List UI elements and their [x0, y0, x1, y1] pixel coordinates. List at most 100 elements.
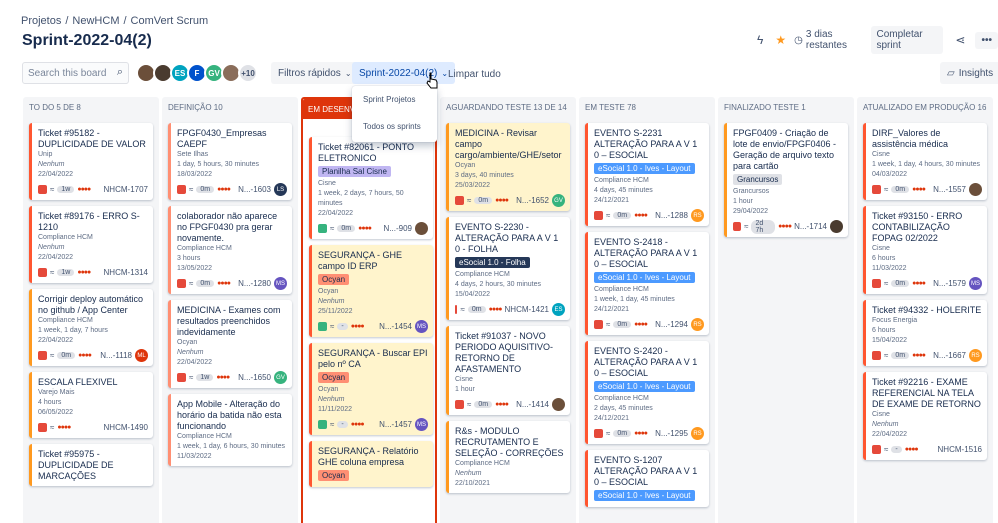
card-title: EVENTO S-1207 ALTERAÇÃO PARA A V 1 0 – E…: [594, 455, 698, 487]
assignee-avatar[interactable]: ES: [552, 303, 565, 316]
card-date: 24/12/2021: [594, 415, 630, 422]
assignee-avatar[interactable]: RS: [691, 209, 704, 222]
issue-key[interactable]: N...-1652: [516, 196, 549, 205]
issue-key[interactable]: N...-1667: [933, 351, 966, 360]
issue-type-icon: [38, 185, 47, 194]
issue-key[interactable]: NHCM-1707: [103, 185, 148, 194]
dropdown-item[interactable]: Sprint Projetos: [363, 95, 416, 104]
lightning-icon[interactable]: ϟ: [757, 33, 764, 47]
issue-card[interactable]: Ticket #82061 - PONTO ELETRONICO Planilha…: [309, 137, 433, 239]
progress-dots-icon: ●●●●: [217, 186, 231, 193]
issue-card[interactable]: Ticket #89176 - ERRO S-1210 Compliance HC…: [29, 206, 153, 283]
issue-card[interactable]: MEDICINA - Revisar campo cargo/ambiente/…: [446, 123, 570, 211]
issue-card[interactable]: EVENTO S-2418 - ALTERAÇÃO PARA A V 1 0 –…: [585, 232, 709, 335]
issue-key[interactable]: N...-1414: [516, 400, 549, 409]
issue-key[interactable]: N...-1295: [655, 429, 688, 438]
issue-card[interactable]: Ticket #94332 - HOLERITE Focus Energia 6 h…: [863, 300, 987, 366]
issue-card[interactable]: Ticket #95182 - DUPLICIDADE DE VALOR Unip…: [29, 123, 153, 200]
issue-key[interactable]: NHCM-1421: [504, 305, 549, 314]
insights-button[interactable]: ▱ Insights: [940, 62, 998, 84]
issue-key[interactable]: NHCM-1490: [103, 423, 148, 432]
assignee-avatar[interactable]: [552, 398, 565, 411]
issue-key[interactable]: N...-1457: [379, 420, 412, 429]
assignee-avatar[interactable]: RS: [691, 427, 704, 440]
issue-key[interactable]: NHCM-1314: [103, 268, 148, 277]
assignee-avatar[interactable]: GV: [552, 194, 565, 207]
priority-icon: ≈: [606, 211, 611, 220]
dropdown-item[interactable]: Todos os sprints: [363, 122, 421, 131]
search-input[interactable]: Search this board ⌕: [22, 62, 129, 84]
assignee-avatar[interactable]: RS: [691, 318, 704, 331]
more-icon[interactable]: •••: [975, 31, 998, 49]
assignee-avatar[interactable]: [969, 183, 982, 196]
issue-card[interactable]: Corrigir deploy automático no github / A…: [29, 289, 153, 366]
issue-card[interactable]: Ticket #91037 - NOVO PERIODO AQUISITIVO-…: [446, 326, 570, 415]
assignee-avatar[interactable]: LS: [274, 183, 287, 196]
assignee-avatar[interactable]: [415, 222, 428, 235]
assignee-avatar[interactable]: [830, 220, 843, 233]
issue-card[interactable]: EVENTO S-2420 - ALTERAÇÃO PARA A V 1 0 –…: [585, 341, 709, 444]
card-title: MEDICINA - Exames com resultados preench…: [177, 305, 281, 337]
star-icon[interactable]: ★: [775, 33, 787, 47]
issue-card[interactable]: EVENTO S-2230 - ALTERAÇÃO PARA A V 1 0 -…: [446, 217, 570, 320]
search-placeholder: Search this board: [28, 68, 107, 79]
issue-card[interactable]: colaborador não aparece no FPGF0430 pra …: [168, 206, 292, 294]
issue-key[interactable]: N...-1118: [100, 351, 132, 360]
breadcrumb-item[interactable]: ComVert Scrum: [130, 15, 209, 27]
breadcrumb-item[interactable]: Projetos: [21, 15, 62, 27]
quick-filters-button[interactable]: Filtros rápidos ⌄: [271, 62, 359, 84]
card-label: eSocial 1.0 - Ives - Layout: [594, 381, 695, 392]
assignee-avatar[interactable]: MS: [415, 320, 428, 333]
share-icon[interactable]: ⋖: [955, 33, 966, 47]
issue-card[interactable]: DIRF_Valores de assistência médica Cisne 1…: [863, 123, 987, 200]
assignee-avatar[interactable]: GV: [274, 371, 287, 384]
issue-card[interactable]: FPGF0430_Empresas CAEPF Sete Ilhas 1 day, …: [168, 123, 292, 200]
issue-card[interactable]: App Mobile - Alteração do horário da bat…: [168, 394, 292, 466]
sprint-filter-button[interactable]: Sprint-2022-04(2) ⌄: [352, 62, 456, 84]
assignee-avatar[interactable]: MS: [415, 418, 428, 431]
issue-key[interactable]: N...-1579: [933, 279, 966, 288]
card-date: 25/03/2022: [455, 182, 491, 189]
issue-card[interactable]: SEGURANÇA - Buscar EPI pelo nº CA Ocyan Oc…: [309, 343, 433, 435]
issue-card[interactable]: FPGF0409 - Criação de lote de envio/FPGF…: [724, 123, 848, 237]
avatar[interactable]: ES: [170, 63, 190, 83]
clear-filters-link[interactable]: Limpar tudo: [448, 69, 501, 80]
issue-key[interactable]: N...-1288: [655, 211, 688, 220]
issue-card[interactable]: SEGURANÇA - Relatório GHE coluna empresa…: [309, 441, 433, 487]
breadcrumb-item[interactable]: NewHCM: [72, 15, 120, 27]
issue-key[interactable]: N...-1603: [238, 185, 271, 194]
issue-card[interactable]: ESCALA FLEXIVEL Varejo Mais 4 hours 06/05/2…: [29, 372, 153, 438]
issue-card[interactable]: MEDICINA - Exames com resultados preench…: [168, 300, 292, 388]
card-title: MEDICINA - Revisar campo cargo/ambiente/…: [455, 128, 562, 160]
issue-key[interactable]: N...-1557: [933, 185, 966, 194]
card-footer: ≈ - ●●●● N...-1457 MS: [318, 418, 428, 431]
card-client: Focus Energia: [872, 317, 918, 324]
issue-key[interactable]: N...-1294: [655, 320, 688, 329]
assignee-avatar[interactable]: MS: [274, 277, 287, 290]
card-estimate: Nenhum: [38, 161, 65, 168]
card-label: Ocyan: [318, 274, 350, 285]
issue-card[interactable]: Ticket #93150 - ERRO CONTABILIZAÇÃO FOPA…: [863, 206, 987, 294]
assignee-avatar[interactable]: RS: [969, 349, 982, 362]
quick-filters-label: Filtros rápidos: [278, 67, 341, 79]
avatar[interactable]: +10: [238, 63, 258, 83]
issue-card[interactable]: EVENTO S-2231 ALTERAÇÃO PARA A V 1 0 – E…: [585, 123, 709, 226]
assignee-avatar[interactable]: MS: [969, 277, 982, 290]
issue-card[interactable]: Ticket #92216 - EXAME REFERENCIAL NA TEL…: [863, 372, 987, 460]
issue-key[interactable]: N...-1650: [238, 373, 271, 382]
issue-card[interactable]: R&s - MODULO RECRUTAMENTO E SELEÇÃO - CO…: [446, 421, 570, 493]
issue-card[interactable]: SEGURANÇA - GHE campo ID ERP Ocyan Ocyan Ne…: [309, 245, 433, 337]
issue-card[interactable]: Ticket #95975 - DUPLICIDADE DE MARCAÇÕES: [29, 444, 153, 486]
issue-key[interactable]: N...-1454: [379, 322, 412, 331]
assignee-avatar[interactable]: ML: [135, 349, 148, 362]
issue-key[interactable]: N...-1280: [238, 279, 271, 288]
card-client: Cisne: [318, 180, 336, 187]
issue-key[interactable]: N...-909: [383, 224, 412, 233]
issue-card[interactable]: EVENTO S-1207 ALTERAÇÃO PARA A V 1 0 – E…: [585, 450, 709, 507]
complete-sprint-button[interactable]: Completar sprint: [870, 26, 944, 54]
card-footer: ≈1w ●●●● NHCM-1707: [38, 183, 148, 196]
issue-key[interactable]: N...-1714: [794, 222, 827, 231]
issue-key[interactable]: NHCM-1516: [937, 445, 982, 454]
avatar[interactable]: F: [187, 63, 207, 83]
column-title: TO DO 5 de 8: [29, 103, 81, 112]
